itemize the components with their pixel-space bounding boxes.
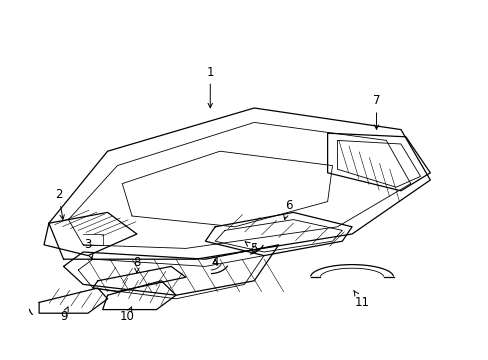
Text: 2: 2 [55,188,64,219]
Text: 7: 7 [372,94,380,129]
Text: 1: 1 [206,66,214,108]
Text: 11: 11 [353,291,368,309]
Text: 5: 5 [245,242,258,255]
Text: 3: 3 [84,238,93,259]
Text: 10: 10 [120,307,134,323]
Text: 8: 8 [133,256,141,273]
Text: 6: 6 [283,199,292,220]
Text: 9: 9 [60,307,68,323]
Text: 4: 4 [211,256,219,269]
